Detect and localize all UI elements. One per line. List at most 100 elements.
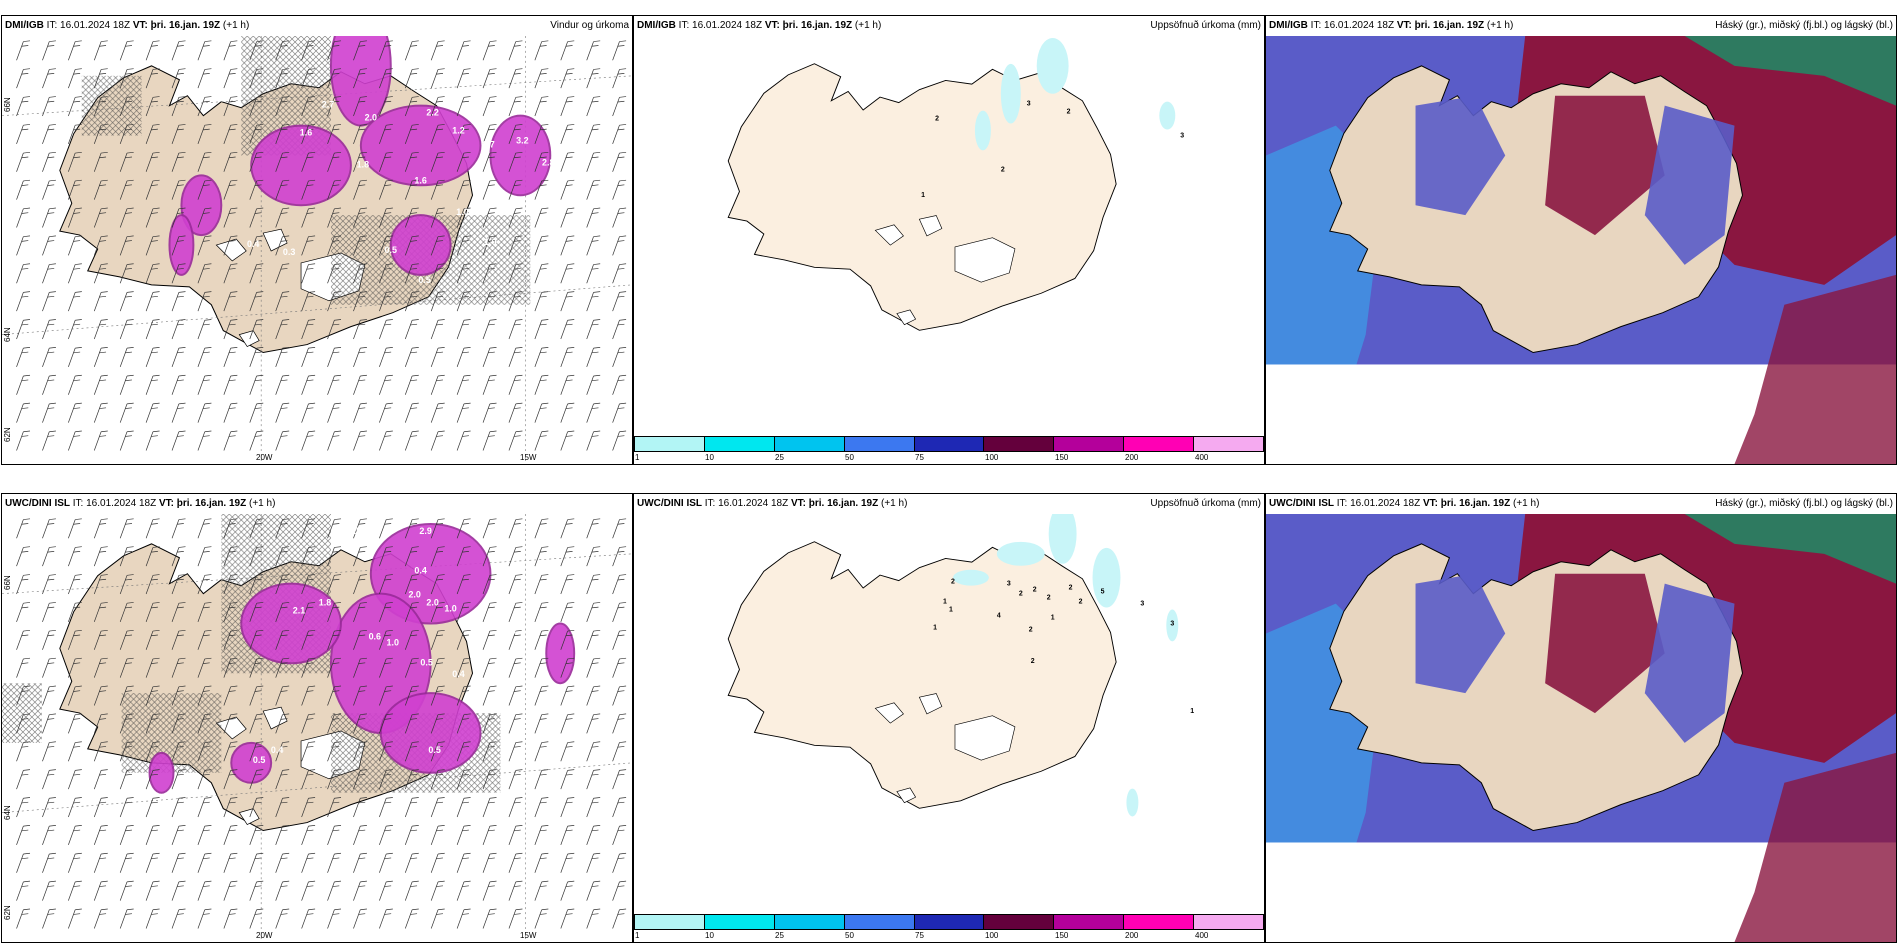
legend-swatch — [774, 437, 845, 451]
panel-title: Háský (gr.), miðský (fj.bl.) og lágský (… — [1715, 20, 1893, 31]
lat-label-62n: 62N — [3, 427, 12, 442]
legend-swatch — [704, 437, 775, 451]
wind-precip-value: 0.3 — [283, 247, 295, 257]
cloud-map — [1266, 514, 1896, 942]
wind-precip-value: 2.0 — [365, 113, 377, 123]
lat-label-64n: 64N — [3, 805, 12, 820]
vt-label: VT: — [132, 20, 148, 31]
legend-swatch — [844, 437, 915, 451]
lead-time: (+1 h) — [854, 20, 882, 31]
precip-legend: 1 10 25 50 75 100 150 200 400 — [634, 436, 1264, 464]
precip-area — [489, 114, 552, 197]
wind-precip-value: 0.4 — [271, 745, 283, 755]
it-value: 16.01.2024 18Z — [1324, 20, 1395, 31]
legend-tick: 25 — [775, 453, 784, 462]
legend-swatch — [844, 915, 915, 929]
precip-value: 5 — [1101, 589, 1105, 596]
lat-label-66n: 66N — [3, 97, 12, 112]
precip-area — [180, 174, 223, 237]
it-label: IT: — [678, 20, 690, 31]
legend-tick: 1 — [635, 931, 640, 940]
legend-swatch — [914, 437, 985, 451]
it-value: 16.01.2024 18Z — [1350, 498, 1421, 509]
precip-area — [329, 36, 392, 127]
legend-swatch — [635, 437, 705, 451]
it-label: IT: — [704, 498, 716, 509]
precip-map: 2 3 2 3 2 1 — [634, 36, 1264, 436]
precip-area — [240, 582, 342, 665]
wind-panel-bottom: UWC/DINI ISL IT: 16.01.2024 18Z VT: þri.… — [1, 493, 633, 943]
precip-value: 2 — [1069, 585, 1073, 592]
panel-header: UWC/DINI ISL IT: 16.01.2024 18Z VT: þri.… — [1266, 494, 1896, 514]
wind-precip-value: 1.0 — [387, 637, 399, 647]
precip-value: 2 — [1001, 166, 1005, 173]
precip-area — [996, 541, 1045, 566]
precip-value: 2 — [1019, 591, 1023, 598]
wind-precip-value: 0.5 — [253, 755, 265, 765]
wind-precip-value: 0.5 — [428, 745, 440, 755]
vt-value: þri. 16.jan. 19Z — [782, 20, 853, 31]
wind-precip-value: 1.8 — [357, 159, 369, 169]
precip-panel-top: DMI/IGB IT: 16.01.2024 18Z VT: þri. 16.j… — [633, 15, 1265, 465]
legend-swatch — [1124, 437, 1195, 451]
wind-precip-value: 0.5 — [418, 275, 430, 285]
precip-area — [168, 214, 195, 276]
legend-swatch — [984, 437, 1055, 451]
legend-tick: 75 — [915, 453, 924, 462]
model-name: DMI/IGB — [1269, 20, 1308, 31]
it-value: 16.01.2024 18Z — [718, 498, 789, 509]
lead-time: (+1 h) — [881, 498, 908, 509]
wind-precip-value: 3.2 — [516, 136, 528, 146]
legend-tick: 10 — [705, 453, 714, 462]
model-name: UWC/DINI ISL — [5, 498, 70, 509]
it-value: 16.01.2024 18Z — [86, 498, 157, 509]
precip-area — [1126, 788, 1139, 817]
vt-value: þri. 16.jan. 19Z — [1440, 498, 1511, 509]
legend-swatch — [774, 915, 845, 929]
vt-value: þri. 16.jan. 19Z — [150, 20, 221, 31]
wind-precip-value: 1.2 — [452, 126, 464, 136]
legend-tick: 150 — [1055, 931, 1069, 940]
precip-value: 3 — [1170, 620, 1174, 627]
wind-precip-value: 1.6 — [300, 128, 312, 138]
precip-legend: 1 10 25 50 75 100 150 200 400 — [634, 914, 1264, 942]
lon-label-15w: 15W — [520, 931, 537, 940]
precip-value: 1 — [1051, 614, 1055, 621]
precip-area — [1048, 514, 1077, 564]
wind-precip-value: 1.7 — [512, 625, 524, 635]
legend-swatch — [635, 915, 705, 929]
precip-value: 3 — [1007, 581, 1011, 588]
wind-precip-value: 2.0 — [426, 598, 438, 608]
vt-label: VT: — [764, 20, 780, 31]
lat-label-66n: 66N — [3, 575, 12, 590]
panel-title: Háský (gr.), miðský (fj.bl.) og lágský (… — [1715, 498, 1893, 509]
lead-time: (+1 h) — [222, 20, 250, 31]
precip-value: 3 — [1027, 101, 1031, 108]
panel-header: DMI/IGB IT: 16.01.2024 18Z VT: þri. 16.j… — [634, 16, 1264, 36]
precip-value: 2 — [935, 116, 939, 123]
it-value: 16.01.2024 18Z — [692, 20, 763, 31]
precip-value: 2 — [1033, 587, 1037, 594]
model-name: UWC/DINI ISL — [1269, 498, 1334, 509]
wind-precip-value: 2.7 — [322, 100, 334, 110]
legend-swatch — [1194, 437, 1264, 451]
precip-value: 2 — [951, 579, 955, 586]
lat-label-64n: 64N — [3, 327, 12, 342]
lat-label-62n: 62N — [3, 905, 12, 920]
precip-value: 2 — [1079, 599, 1083, 606]
wind-precip-value: 2.8 — [542, 157, 554, 167]
wind-map: 2.7 2.2 2.0 1.6 1.2 0.7 3.2 2.8 1.8 1.6 1.0 1.0 0.5 0… — [2, 36, 632, 464]
vt-label: VT: — [158, 498, 174, 509]
panel-title: Vindur og úrkoma — [550, 20, 629, 31]
precip-value: 3 — [1180, 132, 1184, 139]
precip-value: 1 — [933, 624, 937, 631]
lead-time: (+1 h) — [1486, 20, 1514, 31]
legend-tick: 200 — [1125, 931, 1139, 940]
legend-swatch — [1194, 915, 1264, 929]
wind-precip-value: 0.5 — [420, 657, 432, 667]
legend-swatch — [1054, 915, 1125, 929]
precip-area — [545, 622, 576, 685]
legend-tick: 400 — [1195, 931, 1209, 940]
precip-area — [1092, 547, 1121, 608]
lon-label-20w: 20W — [256, 931, 273, 940]
